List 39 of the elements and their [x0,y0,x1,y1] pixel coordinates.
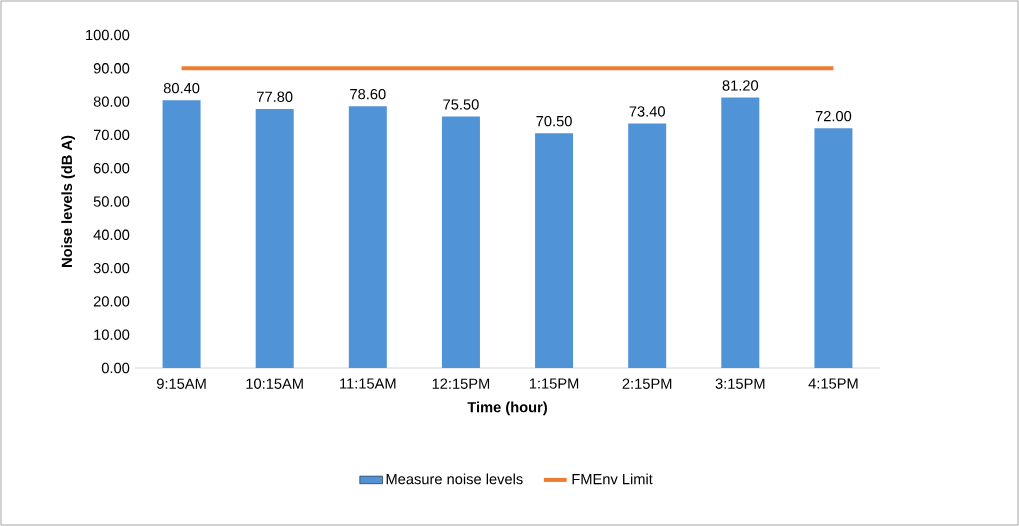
bar [348,106,387,368]
y-axis-title: Noise levels (dB A) [61,135,75,267]
bar [721,97,760,368]
legend-label: Measure noise levels [386,473,523,485]
y-tick-label: 40.00 [93,229,130,240]
bar [535,133,574,368]
x-tick-label: 2:15PM [622,378,672,389]
bar [628,123,667,368]
data-label: 70.50 [536,115,572,127]
x-tick-label: 10:15AM [246,378,303,389]
y-tick-label: 0.00 [101,362,130,374]
y-tick-label: 50.00 [93,196,130,207]
legend-label: FMEnv Limit [572,473,653,485]
y-tick-label: 60.00 [93,163,130,174]
y-tick-label: 10.00 [94,329,130,340]
x-tick-label: 1:15PM [529,378,579,389]
data-label: 75.50 [443,99,479,110]
data-label: 81.20 [722,80,759,91]
y-tick-label: 20.00 [93,296,130,307]
x-axis-title: Time (hour) [467,401,547,416]
data-label: 72.00 [815,110,852,122]
x-tick-label: 3:15PM [715,378,765,389]
x-tick-label: 9:15AM [156,378,206,389]
y-tick-label: 100.00 [86,29,130,41]
x-tick-label: 4:15PM [808,378,858,389]
data-label: 78.60 [350,88,386,100]
y-tick-label: 30.00 [93,262,130,274]
bar [814,128,853,368]
x-tick-label: 12:15PM [432,378,490,389]
bar [255,108,294,368]
data-label: 77.80 [257,91,293,102]
data-label: 73.40 [629,106,665,117]
y-tick-label: 70.00 [93,129,130,141]
bar [162,100,201,368]
y-tick-label: 90.00 [93,63,130,74]
bar [441,116,480,368]
y-tick-label: 80.00 [93,96,130,107]
x-tick-label: 11:15AM [340,378,396,389]
data-label: 80.40 [163,82,200,94]
